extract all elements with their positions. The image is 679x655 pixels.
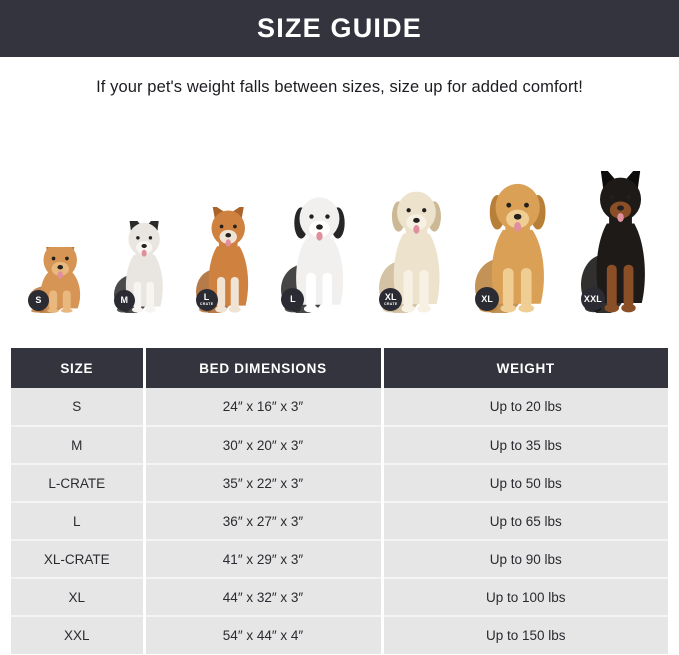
subtitle-area: If your pet's weight falls between sizes… (0, 57, 679, 117)
size-badge: XXL (580, 287, 605, 311)
dimensions-cell: 54″ x 44″ x 4″ (144, 616, 384, 654)
dimensions-cell: 35″ x 22″ x 3″ (144, 464, 384, 503)
table-row: XL-CRATE 41″ x 29″ x 3″ Up to 90 lbs (11, 540, 668, 579)
dimensions-cell: 24″ x 16″ x 3″ (144, 388, 384, 427)
table-body: S 24″ x 16″ x 3″ Up to 20 lbs M 30″ x 20″ x … (11, 388, 668, 654)
column-header-size: SIZE (11, 348, 146, 388)
size-badge-label: L (290, 294, 296, 304)
table-header-row: SIZE BED DIMENSIONS WEIGHT (11, 348, 668, 388)
weight-cell: Up to 150 lbs (382, 616, 668, 654)
weight-cell: Up to 50 lbs (382, 464, 668, 503)
size-badge-label: XXL (583, 293, 603, 304)
dog-size-illustrations: S M (0, 123, 679, 313)
dog-size-item: XL CRATE (379, 123, 451, 313)
weight-cell: Up to 65 lbs (382, 502, 668, 541)
size-cell: S (11, 388, 146, 427)
size-badge-label: XL (384, 291, 397, 302)
dog-size-item: L CRATE (195, 123, 258, 313)
size-badge: XL (475, 287, 500, 311)
dog-size-item: S (28, 123, 90, 313)
dimensions-cell: 41″ x 29″ x 3″ (144, 540, 384, 579)
size-badge: XL CRATE (379, 288, 403, 311)
size-badge-label: XL (481, 293, 494, 304)
dimensions-cell: 44″ x 32″ x 3″ (144, 578, 384, 617)
size-badge-sublabel: CRATE (199, 302, 214, 307)
dog-size-item: L (281, 123, 355, 313)
size-badge-label: M (120, 295, 129, 305)
size-cell: L (11, 502, 146, 541)
header-bar: SIZE GUIDE (0, 0, 679, 57)
size-badge: L (281, 288, 305, 311)
column-header-weight: WEIGHT (382, 348, 668, 388)
table-row: XL 44″ x 32″ x 3″ Up to 100 lbs (11, 578, 668, 617)
size-table-container: SIZE BED DIMENSIONS WEIGHT S 24″ x 16″ x … (11, 348, 668, 654)
dog-size-item: XL (475, 123, 557, 313)
size-badge-label: S (35, 295, 42, 305)
table-row: S 24″ x 16″ x 3″ Up to 20 lbs (11, 388, 668, 427)
subtitle-text: If your pet's weight falls between sizes… (96, 77, 583, 96)
dog-size-item: XXL (580, 123, 657, 313)
size-badge-label: L (203, 292, 210, 303)
weight-cell: Up to 35 lbs (382, 426, 668, 465)
size-cell: M (11, 426, 146, 465)
dog-size-item: M (113, 123, 172, 313)
dimensions-cell: 36″ x 27″ x 3″ (144, 502, 384, 541)
weight-cell: Up to 100 lbs (382, 578, 668, 617)
table-row: XXL 54″ x 44″ x 4″ Up to 150 lbs (11, 616, 668, 654)
weight-cell: Up to 90 lbs (382, 540, 668, 579)
size-cell: XXL (11, 616, 146, 654)
size-cell: XL (11, 578, 146, 617)
size-cell: L-CRATE (11, 464, 146, 503)
size-badge: S (28, 290, 49, 311)
weight-cell: Up to 20 lbs (382, 388, 668, 427)
size-cell: XL-CRATE (11, 540, 146, 579)
table-row: M 30″ x 20″ x 3″ Up to 35 lbs (11, 426, 668, 465)
size-badge: M (113, 290, 135, 311)
table-row: L 36″ x 27″ x 3″ Up to 65 lbs (11, 502, 668, 541)
table-row: L-CRATE 35″ x 22″ x 3″ Up to 50 lbs (11, 464, 668, 503)
column-header-dimensions: BED DIMENSIONS (144, 348, 384, 388)
dog-illustration-border-collie (281, 197, 346, 313)
dimensions-cell: 30″ x 20″ x 3″ (144, 426, 384, 465)
size-table: SIZE BED DIMENSIONS WEIGHT S 24″ x 16″ x … (11, 348, 668, 654)
dog-illustration-doberman (580, 171, 645, 313)
dog-illustration-yellow-labrador (379, 191, 442, 313)
size-badge-sublabel: CRATE (384, 301, 398, 306)
dog-illustration-golden-retriever (475, 183, 546, 313)
page-title: SIZE GUIDE (256, 13, 423, 43)
size-badge: L CRATE (195, 289, 218, 311)
